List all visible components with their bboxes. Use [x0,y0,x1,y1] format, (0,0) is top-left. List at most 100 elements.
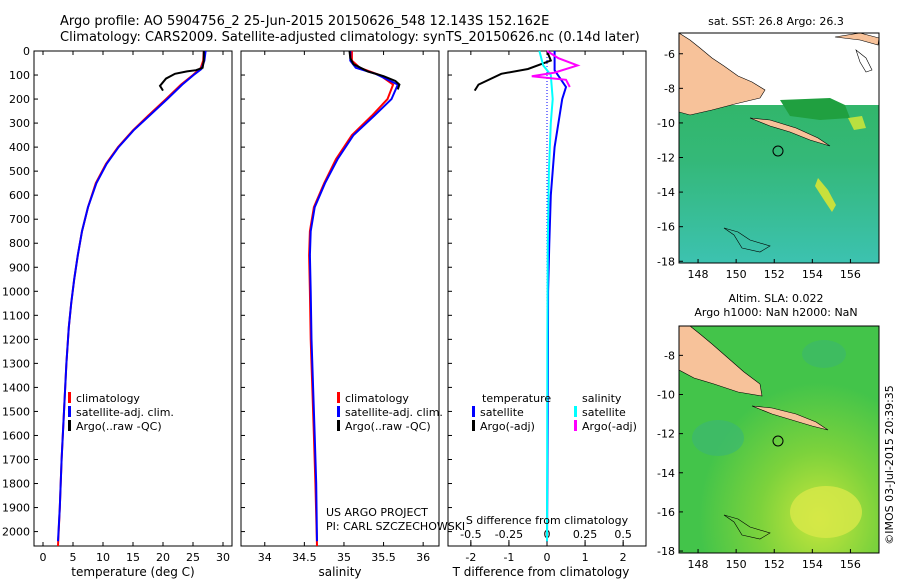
lon-tick-label: 148 [688,268,709,281]
s-tick-label: 0.25 [573,528,598,541]
y-tick-label: 1200 [2,333,30,346]
x-tick-label: 35 [337,551,351,564]
x-tick-label: -2 [465,551,476,564]
sst-map-title: sat. SST: 26.8 Argo: 26.3 [708,15,844,28]
legend-title-temperature: temperature [482,392,551,405]
sst-warm-patch [780,98,850,120]
lon-tick-label: 156 [840,268,861,281]
s-tick-label: -0.25 [495,528,523,541]
series-line-satellite-adj-clim- [308,51,400,542]
x-tick-label: 34 [258,551,272,564]
series-line-temperature-argo-adj- [473,50,553,92]
pi-credit: PI: CARL SZCZECHOWSKI [326,520,465,533]
x-tick-label: -1 [503,551,514,564]
y-tick-label: 200 [9,93,30,106]
series-line-satellite-adj-clim- [57,50,207,542]
sst-yellow-streak [815,178,836,212]
sla-map-frame [678,325,880,554]
lat-tick-label: -16 [657,221,675,234]
y-tick-label: 500 [9,165,30,178]
x-tick-label: 20 [156,551,170,564]
salinity-profile-panel: 34 34.5 35 35.5 36 salinity climatology sate… [240,50,465,579]
sst-map-frame [678,32,880,264]
imos-timestamp: ©IMOS 03-Jul-2015 20:39:35 [883,385,896,545]
sla-latitude-ticks: -8 -10 -12 -14 -16 -18 [657,349,683,558]
salinity-axis-ticks: 34 34.5 35 35.5 36 [258,51,430,564]
lat-tick-label: -16 [657,506,675,519]
sla-map-title: Altim. SLA: 0.022 [728,292,823,305]
island-outline-1 [723,227,771,253]
y-tick-label: 1700 [2,453,30,466]
figure-title-line1: Argo profile: AO 5904756_2 25-Jun-2015 2… [60,14,549,29]
series-line-climatology [308,51,395,547]
y-tick-label: 1800 [2,478,30,491]
lat-tick-label: -8 [664,82,675,95]
legend-label-argo: Argo(..raw -QC) [345,420,431,433]
y-tick-label: 300 [9,117,30,130]
x-tick-label: 0 [544,551,551,564]
x-tick-label: 30 [216,551,230,564]
legend-label-satellite: satellite-adj. clim. [76,406,174,419]
s-tick-label: -0.5 [460,528,481,541]
series-line-salinity-argo-adj- [531,50,581,88]
project-credit: US ARGO PROJECT [326,506,428,519]
temperature-axis-label: temperature (deg C) [71,565,194,579]
lon-tick-label: 148 [688,558,709,571]
legend-title-salinity: salinity [582,392,622,405]
legend-label-s-argo: Argo(-adj) [582,420,637,433]
sla-low-anomaly-1 [692,420,744,456]
sst-longitude-ticks: 148 150 152 154 156 [688,259,861,281]
temperature-plot-frame [33,50,233,547]
lat-tick-label: -14 [657,186,675,199]
y-tick-label: 1000 [2,285,30,298]
legend-label-s-satellite: satellite [582,406,626,419]
lat-tick-label: -6 [664,48,675,61]
x-tick-label: 36 [416,551,430,564]
sla-longitude-ticks: 148 150 152 154 156 [688,549,861,571]
x-tick-label: 25 [186,551,200,564]
series-line-argo-raw-qc- [348,50,401,90]
sla-high-anomaly [790,486,862,538]
y-tick-label: 700 [9,213,30,226]
island-outline-1 [723,514,771,540]
legend-label-climatology: climatology [76,392,140,405]
temperature-legend: climatology satellite-adj. clim. Argo(..… [68,392,174,433]
sla-map-panel: Altim. SLA: 0.022 Argo h1000: NaN h2000:… [657,292,880,571]
legend-swatch-satellite [337,406,340,417]
series-line-climatology [57,50,205,547]
salinity-axis-label: salinity [318,565,361,579]
x-tick-label: 2 [620,551,627,564]
lon-tick-label: 156 [840,558,861,571]
y-tick-label: 1300 [2,357,30,370]
temperature-series-lines [57,50,207,547]
lat-tick-label: -12 [657,428,675,441]
archipelago-islands [751,405,829,431]
lon-tick-label: 152 [764,268,785,281]
salinity-legend: climatology satellite-adj. clim. Argo(..… [337,392,443,433]
sla-low-anomaly-2 [802,340,846,368]
lat-tick-label: -14 [657,467,675,480]
lat-tick-label: -10 [657,117,675,130]
lat-tick-label: -18 [657,545,675,558]
legend-label-t-satellite: satellite [480,406,524,419]
lon-tick-label: 152 [764,558,785,571]
y-tick-label: 1400 [2,381,30,394]
y-tick-label: 1600 [2,429,30,442]
lon-tick-label: 150 [726,268,747,281]
y-tick-label: 900 [9,261,30,274]
figure-title-line2: Climatology: CARS2009. Satellite-adjuste… [60,30,640,45]
legend-swatch-argo [337,420,340,431]
y-tick-label: 1100 [2,309,30,322]
x-tick-label: 35.5 [371,551,396,564]
x-tick-label: 10 [96,551,110,564]
difference-legend: temperature salinity satellite Argo(-adj… [472,392,637,433]
y-tick-label: 100 [9,69,30,82]
legend-swatch-s-argo [574,420,577,431]
legend-swatch-climatology [337,392,340,403]
x-tick-label: 15 [126,551,140,564]
difference-axis-ticks: -2 -1 0 1 2 [465,51,627,564]
y-tick-label: 800 [9,237,30,250]
lat-tick-label: -18 [657,255,675,268]
island-outline-2 [855,49,873,73]
